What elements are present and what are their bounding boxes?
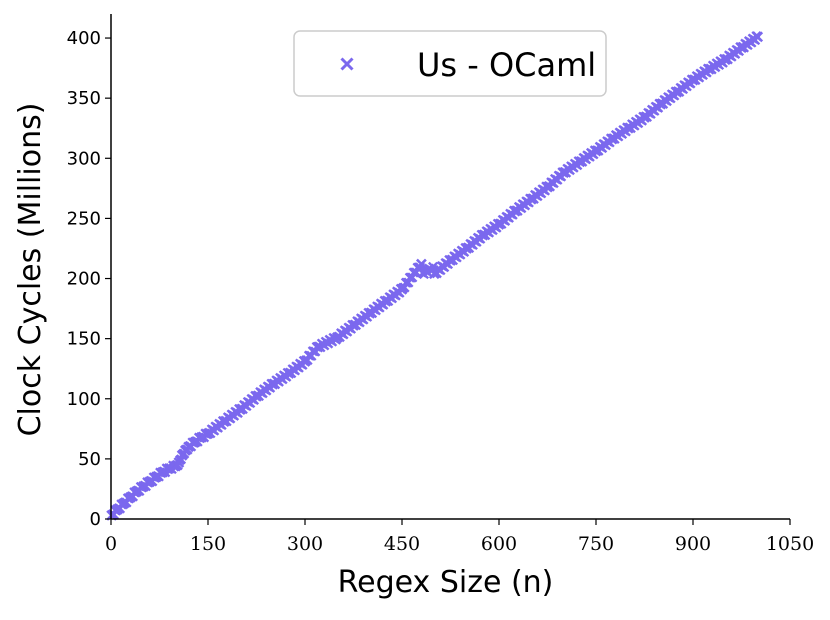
x-tick-label: 750 — [578, 533, 614, 555]
data-point — [751, 31, 762, 42]
data-point — [415, 262, 426, 273]
y-tick-label: 50 — [78, 449, 101, 470]
x-tick-label: 1050 — [766, 533, 814, 555]
legend-box — [293, 30, 607, 97]
x-axis-ticks: 0 150 300 450 600 750 900 1050 — [105, 519, 814, 555]
y-tick-label: 150 — [67, 329, 101, 350]
data-point — [172, 460, 183, 471]
legend-label: Us - OCaml — [417, 46, 596, 84]
y-tick-label: 400 — [67, 28, 101, 49]
y-tick-label: 200 — [67, 269, 101, 290]
x-tick-label: 450 — [384, 533, 420, 555]
data-point — [176, 454, 187, 465]
x-tick-label: 600 — [481, 533, 517, 555]
data-point-band — [107, 31, 762, 520]
y-tick-label: 350 — [67, 88, 101, 109]
x-tick-label: 0 — [105, 533, 117, 555]
legend-x-marker — [340, 57, 354, 71]
y-tick-label: 300 — [67, 148, 101, 169]
y-axis-ticks: 0 50 100 150 200 250 300 350 400 — [67, 28, 111, 530]
x-tick-label: 900 — [675, 533, 711, 555]
legend: Us - OCaml — [293, 30, 607, 97]
y-axis-title: Clock Cycles (Millions) — [13, 103, 48, 437]
y-tick-label: 100 — [67, 389, 101, 410]
data-points — [106, 31, 764, 521]
y-tick-label: 0 — [90, 509, 101, 530]
x-axis-title: Regex Size (n) — [338, 565, 554, 600]
legend-marker-x-icon — [340, 57, 354, 71]
x-tick-label: 300 — [287, 533, 323, 555]
x-tick-label: 150 — [190, 533, 226, 555]
y-tick-label: 250 — [67, 208, 101, 229]
